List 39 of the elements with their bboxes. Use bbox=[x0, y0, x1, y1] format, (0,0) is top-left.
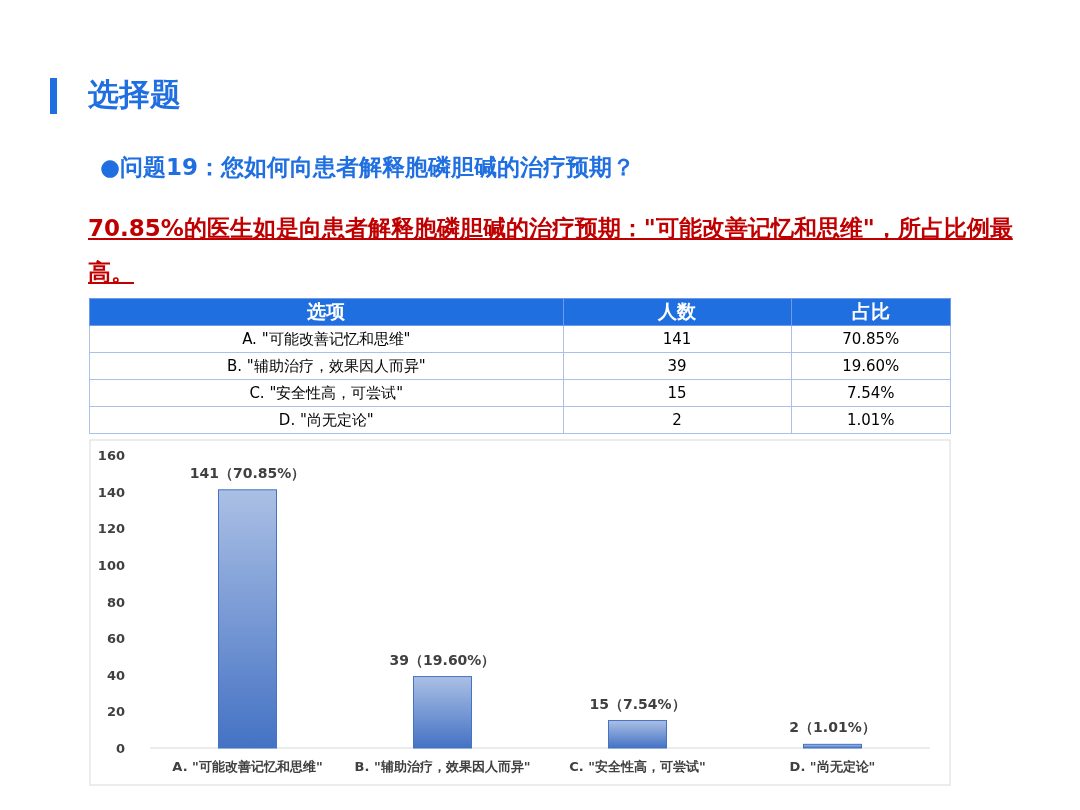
text: 15 bbox=[563, 379, 792, 407]
text: 1.01% bbox=[791, 406, 951, 434]
bar bbox=[218, 489, 277, 749]
x-tick-label: B. "辅助治疗，效果因人而异" bbox=[354, 759, 531, 774]
x-tick-label: D. "尚无定论" bbox=[789, 759, 876, 774]
text: C. "安全性高，可尝试" bbox=[89, 379, 564, 407]
data-label: 2（1.01%） bbox=[789, 719, 876, 736]
text: 141 bbox=[563, 325, 792, 353]
data-label: 141（70.85%） bbox=[189, 464, 306, 481]
text: 人数 bbox=[563, 298, 792, 326]
y-tick-label: 40 bbox=[106, 667, 125, 683]
text: D. "尚无定论" bbox=[89, 406, 564, 434]
y-tick-label: 80 bbox=[106, 594, 125, 610]
text: 选项 bbox=[89, 298, 564, 326]
text: 2 bbox=[563, 406, 792, 434]
text: 39 bbox=[563, 352, 792, 380]
y-tick-label: 120 bbox=[97, 521, 125, 537]
x-tick-label: C. "安全性高，可尝试" bbox=[569, 759, 706, 774]
y-tick-label: 0 bbox=[115, 741, 125, 756]
text: 19.60% bbox=[791, 352, 951, 380]
y-tick-label: 100 bbox=[97, 557, 125, 573]
y-tick-label: 140 bbox=[97, 484, 125, 500]
text: 70.85% bbox=[791, 325, 951, 353]
bar bbox=[413, 676, 472, 749]
y-tick-label: 60 bbox=[106, 631, 125, 647]
bar bbox=[803, 743, 862, 749]
text: 选择题 bbox=[88, 75, 181, 114]
y-tick-label: 160 bbox=[97, 448, 125, 463]
text: ●问题19：您如何向患者解释胞磷胆碱的治疗预期？ bbox=[100, 153, 636, 182]
text: B. "辅助治疗，效果因人而异" bbox=[89, 352, 564, 380]
y-tick-label: 20 bbox=[106, 704, 125, 720]
data-label: 15（7.54%） bbox=[589, 695, 686, 712]
text: 70.85%的医生如是向患者解释胞磷胆碱的治疗预期："可能改善记忆和思维"，所占比例最高。 bbox=[88, 214, 1014, 287]
data-label: 39（19.60%） bbox=[389, 651, 496, 668]
text: 7.54% bbox=[791, 379, 951, 407]
text: 占比 bbox=[791, 298, 951, 326]
x-tick-label: A. "可能改善记忆和思维" bbox=[172, 759, 323, 774]
bar bbox=[608, 720, 667, 749]
text: A. "可能改善记忆和思维" bbox=[89, 325, 564, 353]
